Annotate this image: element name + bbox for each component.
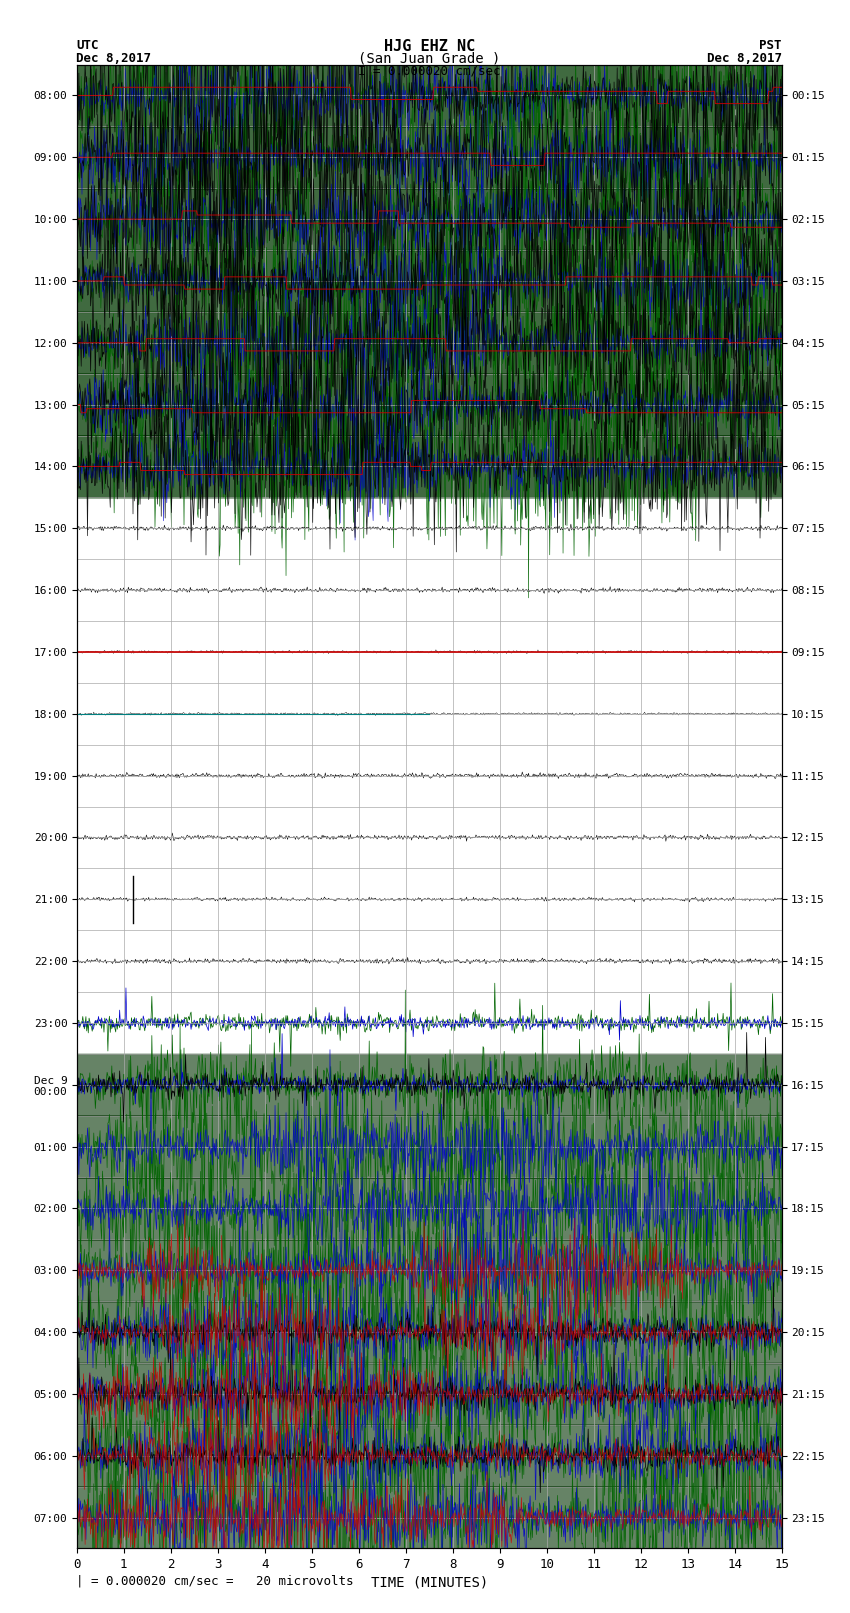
Text: PST: PST (760, 39, 782, 52)
Text: UTC: UTC (76, 39, 99, 52)
Text: (San Juan Grade ): (San Juan Grade ) (358, 52, 501, 66)
Text: Dec 8,2017: Dec 8,2017 (76, 52, 151, 65)
Text: Dec 8,2017: Dec 8,2017 (707, 52, 782, 65)
Text: HJG EHZ NC: HJG EHZ NC (383, 39, 475, 53)
Text: I = 0.000020 cm/sec: I = 0.000020 cm/sec (358, 65, 501, 77)
X-axis label: TIME (MINUTES): TIME (MINUTES) (371, 1576, 488, 1589)
Text: | = 0.000020 cm/sec =   20 microvolts: | = 0.000020 cm/sec = 20 microvolts (76, 1574, 354, 1587)
